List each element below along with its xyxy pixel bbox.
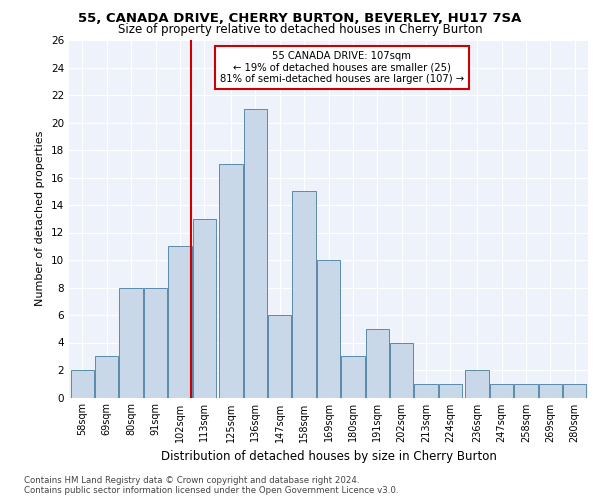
Bar <box>244 109 267 398</box>
Y-axis label: Number of detached properties: Number of detached properties <box>35 131 46 306</box>
Bar <box>563 384 586 398</box>
Bar <box>341 356 365 398</box>
Bar <box>317 260 340 398</box>
Bar <box>119 288 143 398</box>
Bar <box>193 219 216 398</box>
X-axis label: Distribution of detached houses by size in Cherry Burton: Distribution of detached houses by size … <box>161 450 496 463</box>
Bar <box>365 329 389 398</box>
Bar <box>390 342 413 398</box>
Bar <box>95 356 118 398</box>
Bar <box>168 246 191 398</box>
Bar <box>71 370 94 398</box>
Bar <box>514 384 538 398</box>
Bar <box>415 384 438 398</box>
Text: Size of property relative to detached houses in Cherry Burton: Size of property relative to detached ho… <box>118 22 482 36</box>
Text: 55 CANADA DRIVE: 107sqm
← 19% of detached houses are smaller (25)
81% of semi-de: 55 CANADA DRIVE: 107sqm ← 19% of detache… <box>220 51 464 84</box>
Text: 55, CANADA DRIVE, CHERRY BURTON, BEVERLEY, HU17 7SA: 55, CANADA DRIVE, CHERRY BURTON, BEVERLE… <box>79 12 521 26</box>
Bar <box>219 164 242 398</box>
Bar <box>466 370 489 398</box>
Text: Contains public sector information licensed under the Open Government Licence v3: Contains public sector information licen… <box>24 486 398 495</box>
Text: Contains HM Land Registry data © Crown copyright and database right 2024.: Contains HM Land Registry data © Crown c… <box>24 476 359 485</box>
Bar <box>439 384 462 398</box>
Bar <box>268 315 292 398</box>
Bar <box>490 384 513 398</box>
Bar <box>292 191 316 398</box>
Bar <box>539 384 562 398</box>
Bar <box>144 288 167 398</box>
